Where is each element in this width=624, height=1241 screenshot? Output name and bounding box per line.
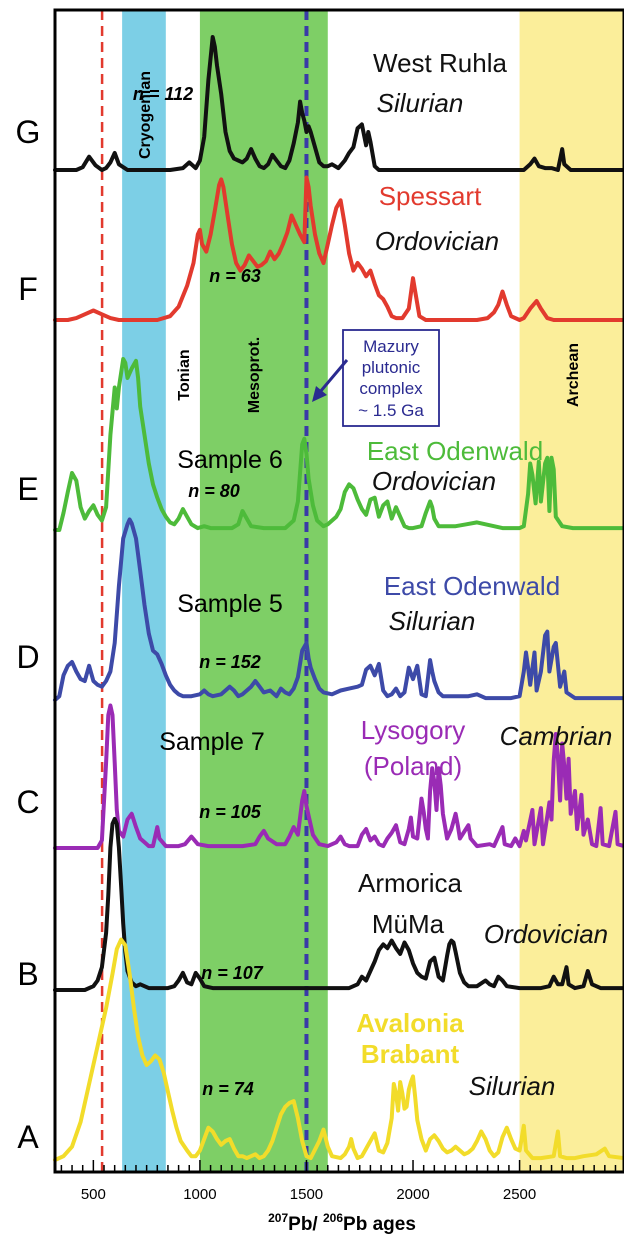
row-label-f: F: [18, 271, 38, 307]
band-label-mesoprot: Mesoprot.: [246, 337, 263, 413]
sample-id-d: Sample 5: [177, 590, 283, 618]
x-tick-label-2000: 2000: [396, 1186, 429, 1203]
curve-e: [53, 357, 624, 532]
sample-count-d: n = 152: [199, 652, 261, 672]
curve-g: [53, 35, 624, 172]
x-tick-label-1000: 1000: [183, 1186, 216, 1203]
series-label-f-2: Ordovician: [375, 226, 499, 256]
series-label-b-2: MüMa: [372, 909, 445, 939]
series-label-d-1: East Odenwald: [384, 571, 560, 601]
row-label-g: G: [16, 114, 41, 150]
band-label-tonian: Tonian: [176, 349, 193, 400]
x-tick-label-1500: 1500: [290, 1186, 323, 1203]
x-axis-label-sup-2: 206: [323, 1211, 343, 1225]
sample-count-c: n = 105: [199, 802, 262, 822]
curve-c: [53, 703, 624, 850]
series-label-c-1: Lysogory: [361, 715, 466, 745]
x-axis-label-part-1: Pb/: [288, 1214, 323, 1235]
mazury-annotation-box: [342, 329, 440, 427]
series-label-c-3: Cambrian: [500, 721, 613, 751]
curve-a: [53, 937, 624, 1162]
x-axis-label-part-2: Pb ages: [343, 1214, 416, 1235]
x-tick-label-500: 500: [81, 1186, 106, 1203]
sample-count-g: n = 112: [133, 84, 193, 104]
curve-f: [53, 175, 624, 322]
sample-count-e: n = 80: [188, 481, 240, 501]
mazury-annotation-line-3: complex: [359, 379, 423, 398]
sample-count-f: n = 63: [209, 266, 261, 286]
band-archean: [519, 10, 624, 1172]
series-label-f-1: Spessart: [379, 181, 482, 211]
age-distribution-curves: [53, 35, 624, 1162]
row-label-c: C: [16, 784, 39, 820]
curve-d: [53, 517, 624, 702]
series-label-e-1: East Odenwald: [367, 436, 543, 466]
row-label-b: B: [17, 956, 38, 992]
mazury-annotation-line-4: ~ 1.5 Ga: [358, 401, 424, 420]
series-label-c-2: (Poland): [364, 751, 462, 781]
x-axis-tick-labels: 500 1000 1500 2000 2500: [81, 1186, 536, 1203]
row-label-d: D: [16, 639, 39, 675]
x-axis-label: 207Pb/ 206Pb ages: [268, 1211, 416, 1235]
row-label-e: E: [17, 471, 38, 507]
mazury-annotation-arrow-shaft: [318, 359, 349, 393]
mazury-annotation: Mazury plutonic complex ~ 1.5 Ga: [312, 329, 440, 427]
mazury-annotation-line-1: Mazury: [363, 337, 419, 356]
row-label-a: A: [17, 1119, 39, 1155]
mazury-annotation-arrow-head: [312, 386, 327, 402]
mazury-annotation-line-2: plutonic: [362, 358, 421, 377]
sample-labels: Gn = 112 West Ruhla Silurian F n = 63 Spessar…: [16, 48, 613, 1155]
band-label-archean: Archean: [565, 343, 582, 407]
sample-id-e: Sample 6: [177, 446, 283, 474]
series-label-b-1: Armorica: [358, 868, 463, 898]
series-label-a-3: Silurian: [469, 1071, 556, 1101]
x-tick-label-2500: 2500: [503, 1186, 536, 1203]
series-label-b-3: Ordovician: [484, 919, 608, 949]
series-label-a-1: Avalonia: [356, 1008, 464, 1038]
x-axis-ticks: [60, 1160, 617, 1172]
sample-count-b: n = 107: [201, 963, 264, 983]
band-label-cryogenian: Cryogenian: [137, 71, 154, 159]
series-label-g-1: West Ruhla: [373, 48, 507, 78]
series-label-e-2: Ordovician: [372, 466, 496, 496]
sample-count-a: n = 74: [202, 1079, 254, 1099]
series-label-a-2: Brabant: [361, 1039, 460, 1069]
series-label-d-2: Silurian: [389, 606, 476, 636]
sample-id-c: Sample 7: [159, 728, 265, 756]
x-axis-label-sup-1: 207: [268, 1211, 288, 1225]
series-label-g-2: Silurian: [377, 88, 464, 118]
